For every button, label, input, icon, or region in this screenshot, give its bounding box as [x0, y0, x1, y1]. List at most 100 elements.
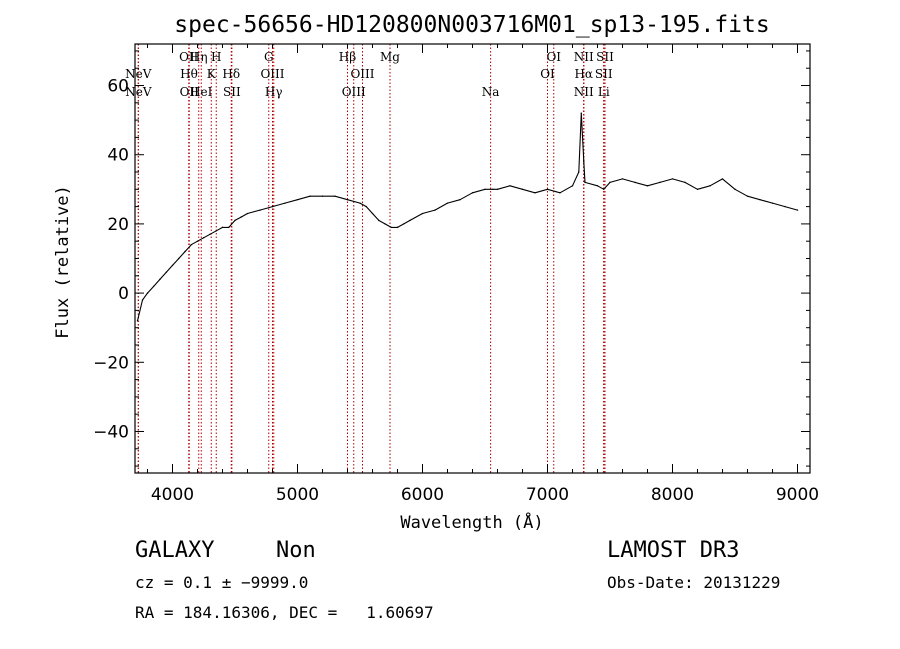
- line-marker-label: OIII: [342, 85, 366, 99]
- spectrum-point: [365, 205, 367, 208]
- spectrum-point: [178, 257, 180, 260]
- survey-name: LAMOST DR3: [607, 538, 740, 563]
- spectrum-point: [580, 112, 582, 114]
- spectrum-point: [159, 278, 161, 280]
- x-tick-label: 4000: [151, 485, 194, 505]
- spectrum-point: [171, 264, 174, 267]
- spectrum-point: [484, 188, 486, 191]
- ra-dec-text: RA = 184.16306, DEC = 1.60697: [135, 603, 434, 622]
- line-marker-label: Mg: [380, 50, 400, 64]
- spectrum-point: [246, 212, 249, 215]
- spectrum-point: [215, 230, 217, 232]
- line-marker-label: Hδ: [222, 67, 240, 81]
- line-marker-label: Hβ: [339, 50, 356, 64]
- spectrum-point: [384, 223, 386, 225]
- y-axis-label: Flux (relative): [53, 185, 73, 339]
- line-marker-label: NeV: [125, 85, 152, 99]
- line-marker-label: Hη: [190, 50, 208, 64]
- line-marker-label: OIII: [260, 67, 284, 81]
- spectrum-point: [190, 243, 192, 246]
- spectrum-point: [671, 178, 674, 180]
- spectrum-point: [492, 188, 494, 191]
- line-marker-label: NeV: [125, 67, 152, 81]
- spectrum-point: [771, 202, 774, 204]
- spectrum-point: [578, 171, 580, 173]
- x-tick-label: 6000: [401, 485, 444, 505]
- spectrum-point: [746, 195, 749, 197]
- y-tick-label: −20: [93, 353, 129, 373]
- line-marker-label: SII: [223, 85, 241, 99]
- spectrum-point: [409, 219, 411, 222]
- spectrum-point: [309, 195, 311, 197]
- spectrum-point: [796, 209, 799, 211]
- spectrum-point: [459, 198, 461, 201]
- line-marker-label: Li: [598, 85, 610, 99]
- spectrum-point: [421, 212, 424, 215]
- spectrum-point: [603, 188, 605, 191]
- spectrum-point: [271, 205, 274, 208]
- spectrum-point: [534, 192, 536, 194]
- spectrum-point: [584, 181, 586, 184]
- spectrum-point: [709, 185, 711, 187]
- line-marker-label: OII: [179, 50, 199, 64]
- x-tick-label: 8000: [651, 485, 694, 505]
- spectrum-point: [696, 188, 699, 191]
- x-axis: 4000 5000 6000 7000 8000 9000: [147, 44, 819, 505]
- spectrum-point: [521, 188, 524, 191]
- spectrum-point: [136, 320, 139, 322]
- spectrum-point: [684, 181, 686, 184]
- line-marker-label: Hγ: [265, 85, 283, 99]
- spectrum-point: [434, 209, 436, 211]
- x-axis-label: Wavelength (Å): [400, 511, 543, 533]
- spectrum-point: [378, 219, 380, 222]
- y-tick-label: 60: [107, 77, 129, 97]
- line-marker-label: SII: [595, 67, 613, 81]
- spectrum-point: [234, 219, 236, 222]
- line-marker-label: NII: [574, 50, 594, 64]
- line-marker-label: HeI: [190, 85, 213, 99]
- spectrum-point: [196, 240, 199, 242]
- spectrum-point: [240, 216, 242, 218]
- y-axis: −40 −20 0 20 40 60: [93, 50, 810, 467]
- emission-line-markers: NeVNeVOIIHθOIIHηHeIKHHδSIIGOIIIHγHβOIIIO…: [125, 44, 614, 473]
- line-marker-label: Na: [482, 85, 500, 99]
- spectrum-point: [153, 285, 155, 287]
- y-tick-label: 20: [107, 215, 129, 235]
- spectrum-point: [346, 198, 349, 201]
- spectrum-point: [209, 233, 211, 235]
- x-tick-label: 9000: [776, 485, 819, 505]
- spectrum-point: [221, 226, 224, 229]
- spectrum-point: [546, 188, 549, 191]
- spectrum-point: [609, 181, 611, 184]
- spectrum-point: [259, 209, 261, 211]
- spectrum-point: [165, 271, 167, 274]
- y-tick-label: 0: [118, 284, 129, 304]
- spectrum-point: [396, 226, 399, 229]
- spectrum-point: [184, 250, 186, 253]
- spectrum-point: [371, 212, 374, 215]
- spectrum-point: [596, 185, 599, 187]
- obs-date-text: Obs-Date: 20131229: [607, 573, 781, 592]
- y-tick-label: −40: [93, 422, 129, 442]
- line-marker-label: NII: [574, 85, 594, 99]
- chart-title: spec-56656-HD120800N003716M01_sp13-195.f…: [174, 12, 769, 38]
- line-marker-label: OII: [180, 85, 200, 99]
- x-tick-label: 5000: [276, 485, 319, 505]
- spectrum-point: [759, 198, 761, 201]
- spectrum-point: [734, 188, 736, 191]
- line-marker-label: K: [207, 67, 217, 81]
- spectrum-point: [403, 223, 405, 225]
- spectrum-point: [571, 185, 574, 187]
- spectrum-point: [583, 160, 585, 163]
- line-marker-label: G: [264, 50, 274, 64]
- y-tick-label: 40: [107, 146, 129, 166]
- object-subclass: Non: [276, 538, 316, 563]
- line-marker-label: H: [211, 50, 221, 64]
- line-marker-label: OI: [546, 50, 561, 64]
- spectrum-point: [284, 202, 286, 204]
- spectrum-point: [559, 192, 561, 194]
- spectrum-point: [659, 181, 661, 184]
- spectrum-point: [646, 185, 649, 187]
- spectrum-point: [334, 195, 336, 197]
- spectrum-point: [634, 181, 636, 184]
